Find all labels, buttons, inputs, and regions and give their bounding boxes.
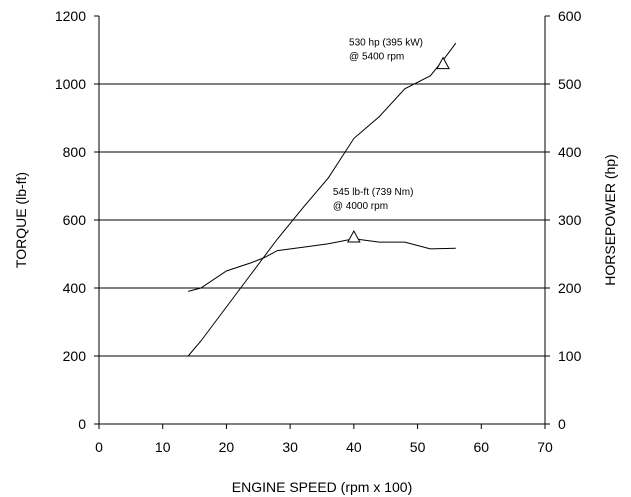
tick-labels: 0200400600800100012000100200300400500600… <box>55 8 582 455</box>
annotation-line-1: 545 lb-ft (739 Nm) <box>333 187 414 198</box>
right-y-axis-title: HORSEPOWER (hp) <box>602 154 618 285</box>
x-tick-label: 70 <box>537 439 553 455</box>
annotation-line-2: @ 4000 rpm <box>333 201 388 212</box>
left-tick-label: 600 <box>63 212 87 228</box>
x-tick-label: 0 <box>95 439 103 455</box>
right-tick-label: 500 <box>558 76 582 92</box>
right-tick-label: 600 <box>558 8 582 24</box>
right-tick-label: 400 <box>558 144 582 160</box>
right-tick-label: 200 <box>558 280 582 296</box>
x-tick-label: 40 <box>346 439 362 455</box>
x-axis-title: ENGINE SPEED (rpm x 100) <box>232 479 413 495</box>
peak-marker <box>347 229 361 243</box>
torque-line <box>188 238 456 292</box>
x-tick-label: 50 <box>410 439 426 455</box>
left-y-axis-title: TORQUE (lb-ft) <box>13 172 29 268</box>
left-tick-label: 0 <box>78 416 86 432</box>
right-tick-label: 100 <box>558 348 582 364</box>
left-tick-label: 400 <box>63 280 87 296</box>
x-tick-label: 20 <box>219 439 235 455</box>
right-tick-label: 300 <box>558 212 582 228</box>
annotation-line-2: @ 5400 rpm <box>349 52 404 63</box>
horsepower-line <box>187 42 457 357</box>
x-tick-label: 10 <box>155 439 171 455</box>
tick-marks <box>94 15 550 429</box>
left-tick-label: 800 <box>63 144 87 160</box>
x-tick-label: 60 <box>473 439 489 455</box>
annotation-line-1: 530 hp (395 kW) <box>349 38 423 49</box>
right-tick-label: 0 <box>558 416 566 432</box>
data-series <box>187 42 457 357</box>
peak-marker <box>436 56 450 70</box>
gridlines <box>99 83 545 357</box>
left-tick-label: 200 <box>63 348 87 364</box>
x-tick-label: 30 <box>282 439 298 455</box>
annotations: 530 hp (395 kW) @ 5400 rpm 545 lb-ft (739 … <box>333 38 450 243</box>
left-tick-label: 1000 <box>55 76 86 92</box>
left-tick-label: 1200 <box>55 8 86 24</box>
